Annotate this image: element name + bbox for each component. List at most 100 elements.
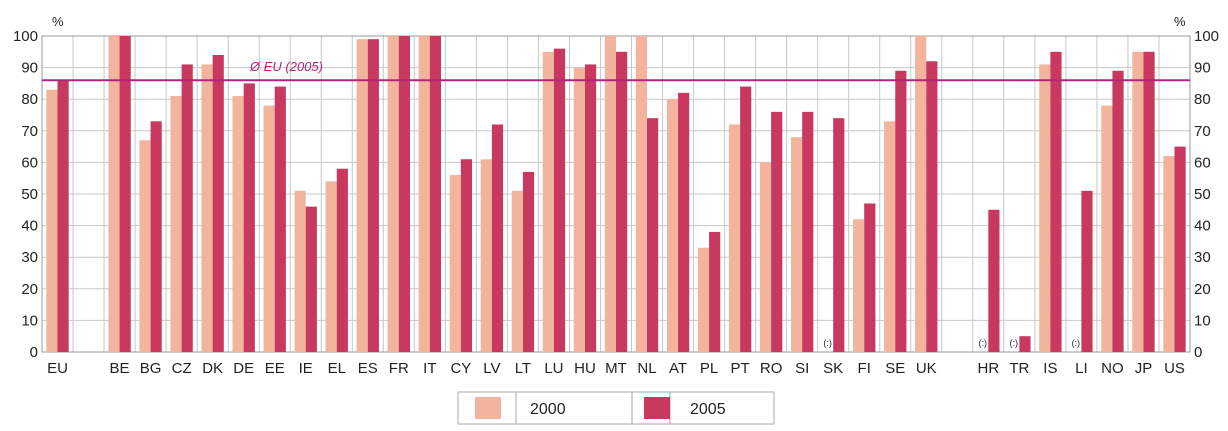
bar-2000 — [356, 39, 368, 352]
bar-2005 — [1050, 51, 1062, 353]
y-tick-label-left: 40 — [21, 218, 38, 235]
bar-2005 — [771, 111, 783, 352]
legend-swatch-2005 — [644, 397, 670, 419]
bar-2005 — [243, 83, 255, 353]
bar-2005 — [1019, 336, 1031, 352]
x-tick-label: MT — [605, 360, 627, 377]
bar-2005 — [802, 111, 814, 352]
x-tick-label: EE — [265, 360, 285, 377]
bar-2000 — [387, 36, 399, 352]
bar-2000 — [697, 247, 710, 352]
x-tick-label: CY — [450, 360, 471, 377]
x-tick-label: RO — [760, 360, 783, 377]
y-axis-unit-left: % — [52, 14, 64, 29]
bar-2005 — [367, 39, 379, 352]
bar-2000 — [170, 96, 182, 352]
not-available-marker: (:) — [823, 338, 832, 348]
x-tick-label: IT — [423, 360, 436, 377]
bar-2005 — [491, 124, 504, 352]
x-tick-label: SK — [823, 360, 843, 377]
y-tick-label-left: 0 — [30, 344, 38, 361]
x-tick-label: DE — [233, 360, 254, 377]
x-tick-label: AT — [669, 360, 687, 377]
bar-2005 — [305, 206, 317, 352]
bar-2000 — [480, 159, 492, 352]
bar-2005 — [709, 231, 721, 352]
bar-2000 — [325, 181, 337, 352]
bar-2005 — [678, 92, 690, 352]
x-tick-label: FR — [389, 360, 409, 377]
legend-swatch-2000 — [475, 397, 501, 419]
bar-2000 — [759, 162, 772, 352]
bar-2000 — [201, 64, 213, 352]
legend-label-2000: 2000 — [530, 401, 566, 418]
y-tick-label-left: 100 — [13, 28, 38, 45]
bar-2005 — [740, 86, 752, 352]
bar-2000 — [635, 36, 648, 352]
x-tick-label: IS — [1043, 360, 1057, 377]
x-tick-label: FI — [858, 360, 871, 377]
x-tick-label: LU — [544, 360, 563, 377]
bar-2000 — [666, 99, 679, 352]
y-tick-label-right: 70 — [1194, 123, 1211, 140]
bar-2005 — [460, 159, 473, 352]
bar-2005 — [212, 54, 224, 353]
bar-2005 — [1112, 70, 1124, 352]
bar-2005 — [398, 36, 410, 352]
bar-2005 — [119, 36, 131, 352]
not-available-marker: (:) — [1010, 338, 1019, 348]
bar-2005 — [553, 48, 566, 352]
y-tick-label-left: 20 — [21, 281, 38, 298]
y-tick-label-right: 30 — [1194, 249, 1211, 266]
y-tick-label-left: 60 — [21, 154, 38, 171]
x-tick-label: TR — [1009, 360, 1029, 377]
bar-2005 — [274, 86, 286, 352]
x-tick-label: BG — [140, 360, 162, 377]
bar-2000 — [418, 36, 430, 352]
bar-2005 — [429, 36, 442, 352]
y-tick-label-right: 0 — [1194, 344, 1202, 361]
bar-2000 — [604, 36, 616, 352]
bar-2000 — [449, 175, 461, 352]
legend: 2000 2005 — [457, 391, 775, 425]
reference-line-label: Ø EU (2005) — [249, 59, 323, 74]
bar-layer: (:) (:) (:) (:) — [46, 36, 1186, 353]
x-tick-label: JP — [1135, 360, 1153, 377]
bar-2000 — [232, 96, 244, 352]
y-tick-label-right: 40 — [1194, 218, 1211, 235]
x-tick-label: LT — [515, 360, 531, 377]
y-tick-label-right: 20 — [1194, 281, 1211, 298]
bar-2005 — [1174, 146, 1186, 352]
bar-2000 — [728, 124, 741, 352]
bar-2005 — [895, 70, 907, 352]
reference-line-group: Ø EU (2005) — [42, 59, 1190, 82]
bar-2005 — [181, 64, 193, 352]
bar-2005 — [864, 203, 876, 352]
x-tick-label: PT — [731, 360, 750, 377]
bar-2000 — [1163, 156, 1175, 352]
bar-2000 — [294, 190, 306, 352]
y-tick-label-right: 10 — [1194, 312, 1211, 329]
x-tick-label: LV — [483, 360, 500, 377]
y-tick-label-left: 80 — [21, 91, 38, 108]
bar-2005 — [150, 121, 162, 352]
x-tick-label: SI — [795, 360, 809, 377]
x-tick-label: UK — [916, 360, 937, 377]
y-tick-label-right: 50 — [1194, 186, 1211, 203]
bar-2005 — [584, 64, 597, 352]
legend-label-2005: 2005 — [690, 401, 726, 418]
bar-2005 — [647, 118, 659, 352]
bar-2000 — [573, 67, 585, 352]
y-tick-label-left: 30 — [21, 249, 38, 266]
x-tick-label: HR — [977, 360, 999, 377]
bar-2000 — [263, 105, 275, 353]
bar-2005 — [833, 118, 845, 352]
bar-2005 — [336, 168, 348, 352]
bar-2000 — [46, 89, 58, 352]
legend-box — [457, 391, 775, 425]
y-tick-label-right: 90 — [1194, 60, 1211, 77]
x-tick-label: BE — [110, 360, 130, 377]
y-tick-label-right: 60 — [1194, 154, 1211, 171]
